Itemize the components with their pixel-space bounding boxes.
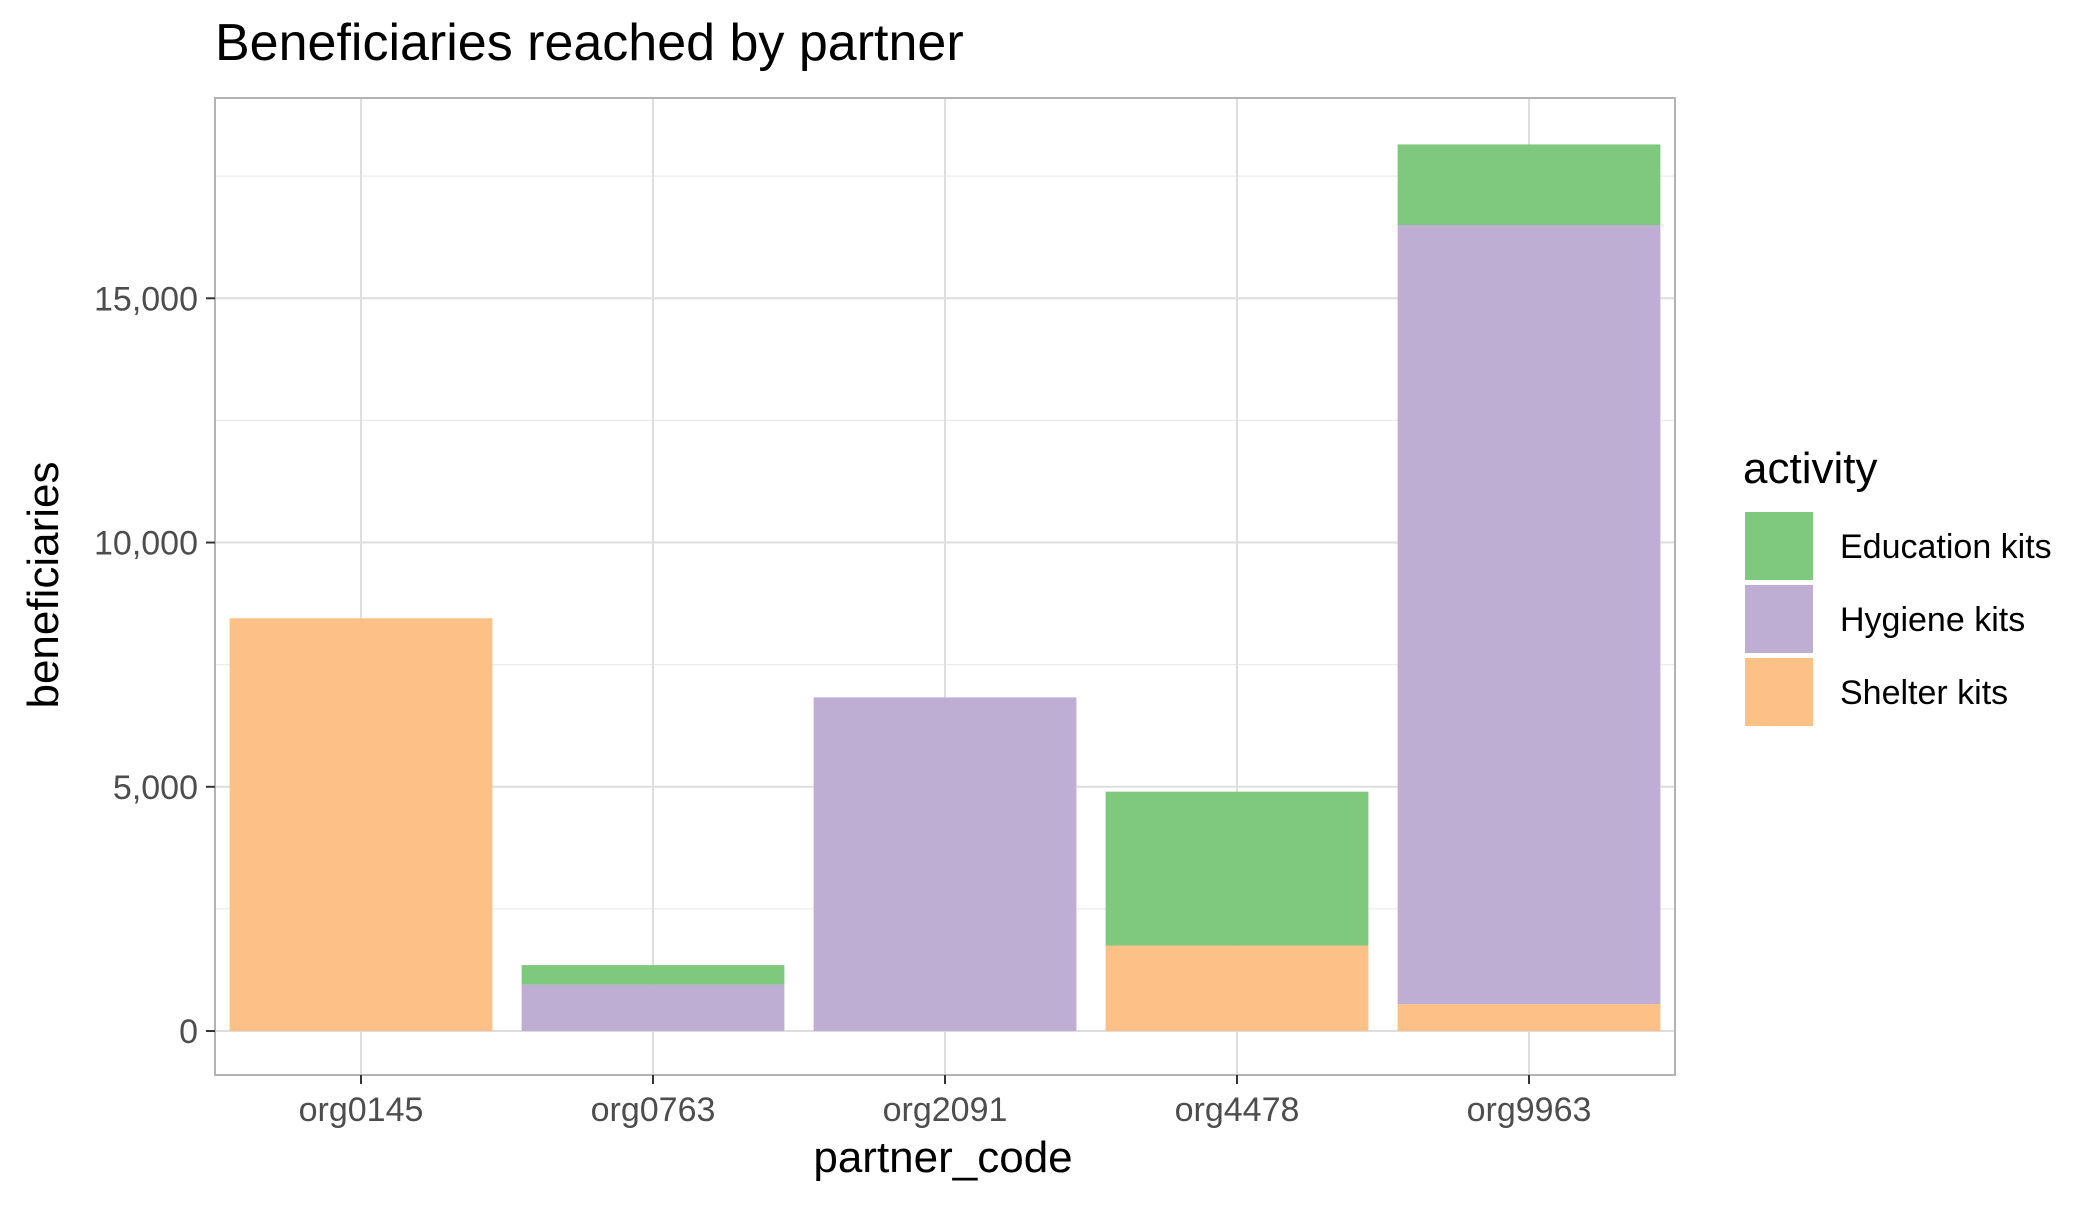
y-tick-label: 0 xyxy=(179,1013,198,1051)
bar-org9963-hygiene-kits xyxy=(1397,225,1661,1005)
x-axis-title: partner_code xyxy=(813,1133,1072,1182)
bars xyxy=(229,144,1661,1032)
chart-title: Beneficiaries reached by partner xyxy=(215,14,964,72)
legend: activity Education kits Hygiene kits Shelt… xyxy=(1743,444,2052,726)
legend-label: Hygiene kits xyxy=(1840,601,2025,639)
bar-org0763-education-kits xyxy=(521,965,785,985)
y-axis-title: beneficiaries xyxy=(19,461,68,708)
y-tick-label: 15,000 xyxy=(94,280,198,318)
x-tick-label: org4478 xyxy=(1175,1091,1300,1129)
legend-label: Education kits xyxy=(1840,528,2052,566)
y-tick-label: 10,000 xyxy=(94,525,198,563)
bar-org4478-shelter-kits xyxy=(1105,945,1369,1032)
legend-swatch xyxy=(1745,512,1813,580)
bar-org2091-hygiene-kits xyxy=(813,697,1077,1032)
x-tick-label: org2091 xyxy=(883,1091,1008,1129)
bar-org4478-education-kits xyxy=(1105,791,1369,946)
x-tick-label: org0145 xyxy=(299,1091,424,1129)
x-tick-label: org0763 xyxy=(591,1091,716,1129)
y-axis-ticks: 0 5,000 10,000 15,000 xyxy=(94,280,215,1051)
legend-label: Shelter kits xyxy=(1840,674,2008,712)
legend-title: activity xyxy=(1743,444,1877,493)
legend-swatch xyxy=(1745,585,1813,653)
bar-org0763-hygiene-kits xyxy=(521,984,785,1032)
x-axis-ticks: org0145 org0763 org2091 org4478 org9963 xyxy=(299,1075,1592,1129)
bar-org9963-shelter-kits xyxy=(1397,1004,1661,1032)
bar-org9963-education-kits xyxy=(1397,144,1661,226)
legend-swatch xyxy=(1745,658,1813,726)
y-tick-label: 5,000 xyxy=(113,769,198,807)
bar-org0145-shelter-kits xyxy=(229,618,493,1032)
x-tick-label: org9963 xyxy=(1467,1091,1592,1129)
